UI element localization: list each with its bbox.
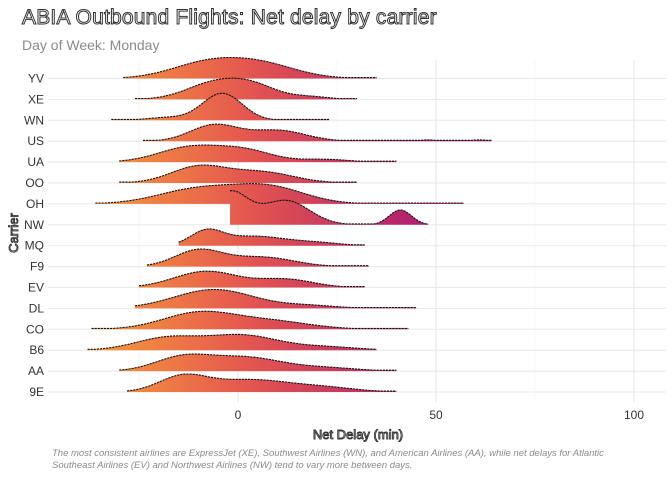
ridge-outline-B6 xyxy=(87,333,377,350)
x-tick-50: 50 xyxy=(429,408,443,422)
ridge-outline-AA xyxy=(119,353,397,371)
x-tick-100: 100 xyxy=(624,408,644,422)
ridge-OH xyxy=(95,183,464,204)
y-tick-UA: UA xyxy=(27,155,44,169)
y-tick-WN: WN xyxy=(24,113,44,127)
ridge-outline-CO xyxy=(91,310,409,329)
ridge-WN xyxy=(111,92,330,121)
chart-title: ABIA Outbound Flights: Net delay by carr… xyxy=(22,6,438,30)
y-tick-XE: XE xyxy=(28,92,44,106)
ridge-OO xyxy=(119,164,357,183)
ridge-US xyxy=(143,123,492,142)
ridge-YV xyxy=(123,56,377,79)
ridge-area-NW xyxy=(230,190,429,225)
ridge-9E xyxy=(127,373,397,392)
ridge-area-OO xyxy=(119,165,357,183)
ridge-NW xyxy=(230,190,429,225)
ridge-outline-F9 xyxy=(146,248,369,267)
ridge-area-YV xyxy=(123,57,377,79)
ridge-area-EV xyxy=(139,271,365,288)
ridge-AA xyxy=(119,353,397,372)
x-axis-title: Net Delay (min) xyxy=(313,427,403,442)
y-tick-AA: AA xyxy=(28,364,44,378)
ridge-area-DL xyxy=(135,289,417,309)
y-tick-OH: OH xyxy=(26,197,44,211)
ridge-area-B6 xyxy=(87,334,377,351)
ridge-outline-9E xyxy=(127,373,397,392)
ridge-area-US xyxy=(143,124,492,142)
ridge-area-F9 xyxy=(146,249,369,267)
ridge-B6 xyxy=(87,333,377,351)
ridge-outline-DL xyxy=(134,288,417,309)
ridge-area-9E xyxy=(127,374,397,392)
ridge-outline-XE xyxy=(135,77,357,100)
ridge-area-WN xyxy=(111,93,330,121)
chart-caption: The most consistent airlines are Express… xyxy=(52,448,604,471)
y-tick-NW: NW xyxy=(24,218,45,232)
ridge-DL xyxy=(134,288,417,309)
y-tick-9E: 9E xyxy=(29,385,44,399)
y-tick-DL: DL xyxy=(29,301,45,315)
y-tick-US: US xyxy=(27,134,44,148)
ridge-EV xyxy=(138,270,365,288)
ridge-XE xyxy=(135,77,357,100)
ridge-MQ xyxy=(178,228,365,246)
ridge-outline-UA xyxy=(119,144,397,162)
ridge-F9 xyxy=(146,248,369,267)
y-tick-MQ: MQ xyxy=(25,239,44,253)
y-tick-labels: 9E AA B6 CO DL EV F9 MQ NW OH OO UA US WN XE YV xyxy=(24,72,45,400)
x-tick-labels: 0 50 100 xyxy=(235,408,645,422)
y-tick-OO: OO xyxy=(25,176,44,190)
ridge-outline-US xyxy=(143,123,492,141)
ridge-area-UA xyxy=(119,145,397,163)
ridge-area-CO xyxy=(91,311,409,330)
ridge-UA xyxy=(119,144,397,163)
ridge-outline-NW xyxy=(230,190,429,225)
ridge-series xyxy=(87,56,492,392)
y-tick-F9: F9 xyxy=(30,260,44,274)
ridge-area-AA xyxy=(119,354,397,372)
ridge-outline-EV xyxy=(138,270,365,288)
ridge-outline-OH xyxy=(95,183,464,204)
grid-lines xyxy=(48,60,666,402)
y-tick-EV: EV xyxy=(28,281,44,295)
ridge-area-XE xyxy=(135,78,357,100)
ridge-outline-MQ xyxy=(178,228,365,246)
ridge-outline-WN xyxy=(111,92,330,120)
ridge-CO xyxy=(91,310,409,330)
y-axis-title: Carrier xyxy=(6,212,21,252)
y-tick-YV: YV xyxy=(28,72,44,86)
chart-subtitle: Day of Week: Monday xyxy=(22,37,160,53)
x-tick-0: 0 xyxy=(235,408,242,422)
y-tick-CO: CO xyxy=(26,322,44,336)
ridge-outline-YV xyxy=(123,56,377,79)
ridge-outline-OO xyxy=(119,164,357,183)
y-tick-B6: B6 xyxy=(29,343,44,357)
